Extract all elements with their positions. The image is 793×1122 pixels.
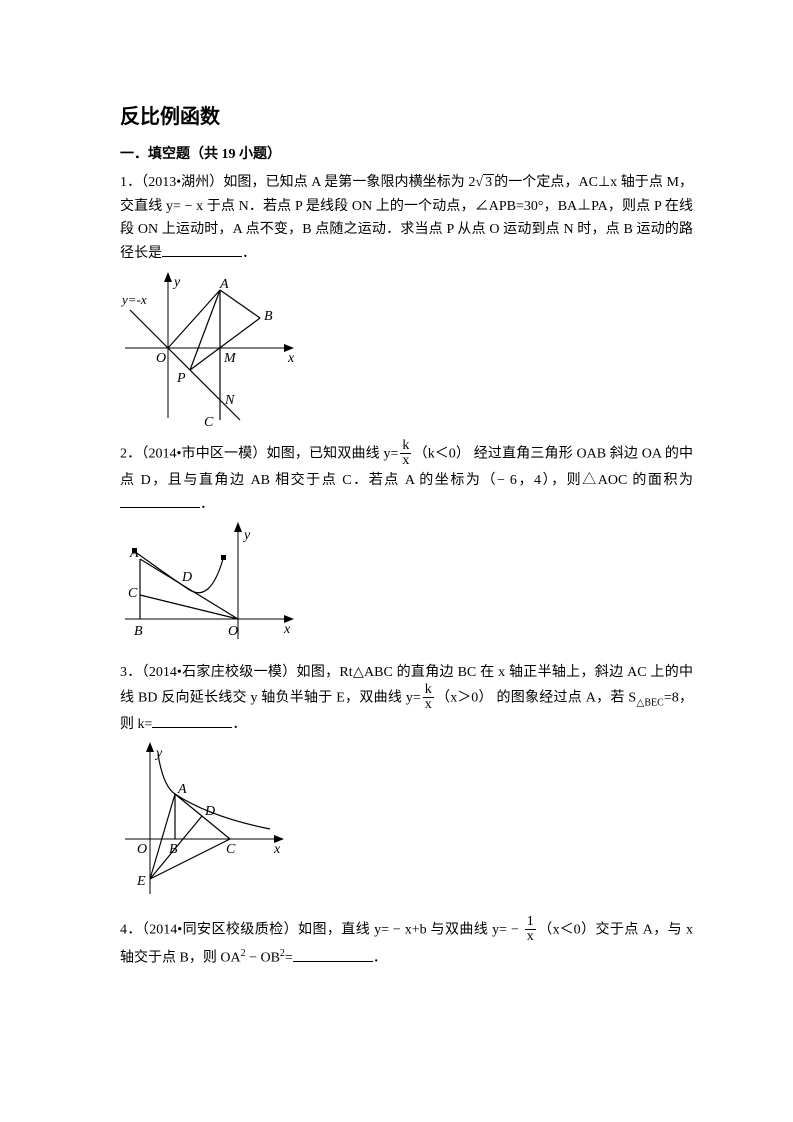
pt-B: B — [134, 624, 143, 639]
q3-period: ． — [232, 717, 246, 732]
q1-text-a: 如图，已知点 A 是第一象限内横坐标为 2 — [223, 175, 475, 190]
pt-P: P — [176, 371, 186, 386]
axis-y-label: y — [154, 746, 163, 761]
section-number: 一． — [120, 147, 148, 162]
eq-y-equals: y= — [384, 447, 399, 462]
fraction: 1x — [525, 915, 536, 944]
question-4: 4．（2014•同安区校级质检）如图，直线 y= − x+b 与双曲线 y= −… — [120, 916, 693, 970]
q3-source: （2014•石家庄校级一模） — [142, 665, 297, 680]
q3-text-b: 的图象经过点 A，若 S — [493, 691, 636, 706]
q2-number: 2． — [120, 447, 141, 462]
pt-N: N — [224, 393, 235, 408]
pt-E: E — [136, 874, 146, 889]
section-count-suffix: 小题） — [236, 147, 282, 162]
q2-source: （2014•市中区一模） — [141, 447, 266, 462]
axis-x-label: x — [287, 351, 295, 366]
fill-blank[interactable] — [120, 493, 200, 508]
q4-period: ． — [373, 951, 387, 966]
pt-B: B — [264, 309, 273, 324]
section-count-prefix: （共 — [190, 147, 222, 162]
pt-O: O — [228, 624, 238, 639]
pt-C: C — [128, 586, 138, 601]
axis-x-label: x — [273, 842, 281, 857]
q4-number: 4． — [120, 923, 142, 938]
sqrt-symbol: √3 — [475, 171, 494, 195]
pt-A: A — [177, 782, 187, 797]
pt-O: O — [156, 351, 166, 366]
q1-number: 1． — [120, 175, 141, 190]
axis-y-label: y — [172, 275, 181, 290]
fill-blank[interactable] — [293, 947, 373, 962]
frac-num: k — [423, 683, 434, 698]
pt-C: C — [226, 842, 236, 857]
frac-den: x — [423, 698, 434, 712]
section-type: 填空题 — [148, 147, 190, 162]
pt-D: D — [204, 804, 215, 819]
frac-num: 1 — [525, 915, 536, 930]
fill-blank[interactable] — [162, 242, 242, 257]
q2-text-a: 如图，已知双曲线 — [267, 447, 384, 462]
q3-number: 3． — [120, 665, 142, 680]
axis-y-label: y — [242, 528, 251, 543]
section-heading: 一．填空题（共 19 小题） — [120, 143, 693, 167]
q4-source: （2014•同安区校级质检） — [142, 923, 298, 938]
q1-figure: y x y=-x A B O M P N C — [120, 268, 295, 428]
q1-period: ． — [242, 246, 256, 261]
fraction: kx — [400, 439, 411, 468]
q4-text-a: 如图，直线 y= − x+b 与双曲线 y= − — [298, 923, 523, 938]
section-count: 19 — [222, 147, 236, 162]
question-2: 2．（2014•市中区一模）如图，已知双曲线 y=kx（k＜0） 经过直角三角形… — [120, 440, 693, 517]
q4-minus: − OB — [246, 951, 280, 966]
sub-bec: △BEC — [636, 698, 664, 709]
page-title: 反比例函数 — [120, 100, 693, 129]
fill-blank[interactable] — [152, 713, 232, 728]
pt-M: M — [223, 351, 237, 366]
frac-den: x — [525, 930, 536, 944]
pt-O: O — [137, 842, 147, 857]
pt-B: B — [169, 842, 178, 857]
q2-cond: （k＜0） — [413, 447, 470, 462]
line-eq-label: y=-x — [120, 292, 147, 307]
axis-x-label: x — [283, 622, 291, 637]
frac-num: k — [400, 439, 411, 454]
q4-eq: = — [285, 951, 293, 966]
pt-A: A — [219, 277, 229, 292]
pt-D: D — [181, 570, 192, 585]
q3-cond: （x＞0） — [436, 691, 493, 706]
frac-den: x — [400, 454, 411, 468]
sqrt-radicand: 3 — [483, 174, 494, 190]
q1-source: （2013•湖州） — [141, 175, 223, 190]
question-1: 1．（2013•湖州）如图，已知点 A 是第一象限内横坐标为 2√3的一个定点，… — [120, 171, 693, 266]
q3-figure: y x O A D B C E — [120, 739, 285, 904]
pt-C: C — [204, 415, 214, 428]
question-3: 3．（2014•石家庄校级一模）如图，Rt△ABC 的直角边 BC 在 x 轴正… — [120, 661, 693, 738]
q2-figure: y x A D C B O — [120, 519, 295, 649]
fraction: kx — [423, 683, 434, 712]
q2-period: ． — [200, 497, 214, 512]
pt-A: A — [129, 546, 139, 561]
